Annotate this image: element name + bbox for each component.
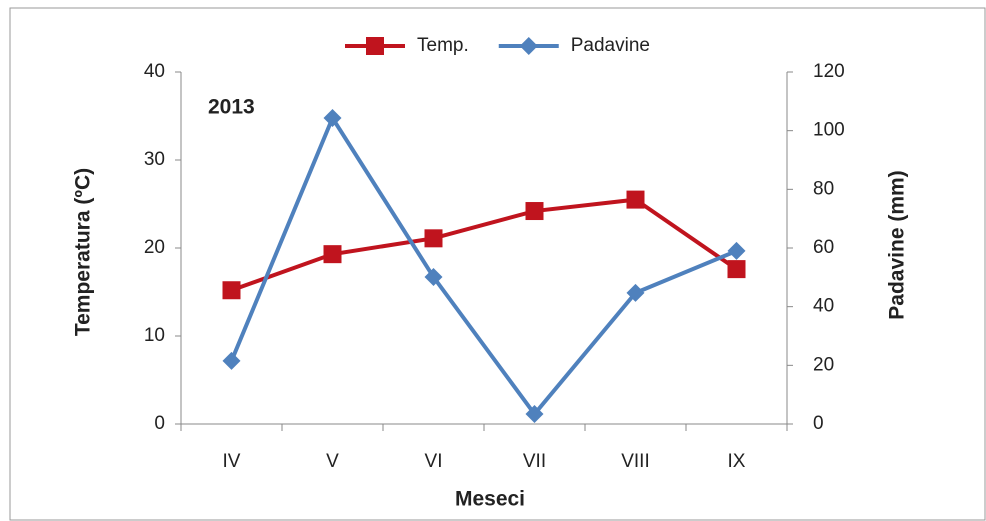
x-tick-label: VII [523,451,546,472]
y2-tick-label: 120 [813,61,845,82]
y-tick-label: 20 [144,237,165,258]
y2-tick-label: 100 [813,120,845,141]
y2-tick-label: 60 [813,237,834,258]
data-point [424,268,443,287]
x-tick-label: VI [425,451,443,472]
data-point [727,260,746,279]
data-point [727,241,746,260]
data-point [222,281,241,300]
data-point [525,405,544,424]
y2-tick-label: 0 [813,413,824,434]
y2-tick-label: 20 [813,354,834,375]
y-tick-label: 10 [144,325,165,346]
y2-tick-label: 80 [813,178,834,199]
legend-marker [519,37,538,55]
series-line [230,197,738,293]
y-axis-label: Temperatura (ºC) [72,168,95,336]
x-tick-label: VIII [621,451,650,472]
annotation: 2013 [208,96,255,119]
x-tick-label: IV [223,451,241,472]
series-line [229,113,738,418]
chart-border [9,7,986,521]
data-point [323,109,342,128]
data-point [626,283,645,302]
legend-label: Temp. [417,35,469,56]
data-point [626,190,645,209]
legend-marker [366,37,384,55]
data-point [222,351,241,370]
y2-tick-label: 40 [813,296,834,317]
y-tick-label: 30 [144,149,165,170]
y-tick-label: 40 [144,61,165,82]
y2-axis-label: Padavine (mm) [886,170,909,319]
legend-label: Padavine [571,35,650,56]
x-axis-label: Meseci [455,488,525,511]
y-tick-label: 0 [154,413,165,434]
data-point [525,202,544,221]
data-point [323,245,342,264]
data-point [424,229,443,248]
x-tick-label: V [326,451,339,472]
x-tick-label: IX [728,451,746,472]
